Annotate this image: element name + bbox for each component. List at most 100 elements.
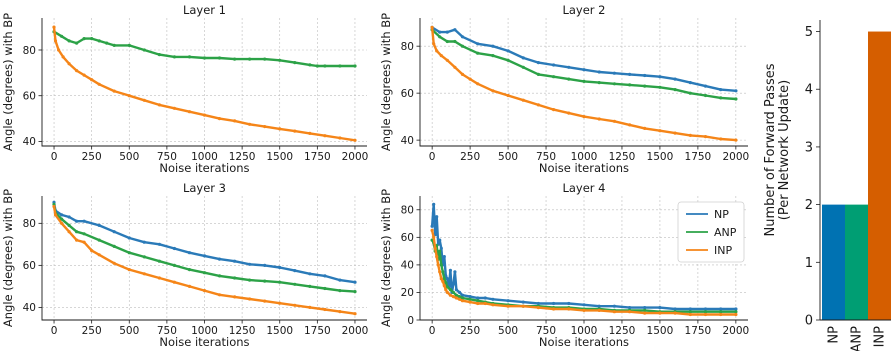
- data-point-np: [567, 301, 571, 306]
- legend-label-anp: ANP: [714, 226, 737, 239]
- data-point-inp: [612, 119, 617, 123]
- data-point-inp: [442, 284, 446, 288]
- data-point-inp: [187, 284, 192, 288]
- data-point-anp: [60, 217, 64, 221]
- data-point-anp: [97, 238, 101, 242]
- data-point-anp: [82, 37, 86, 41]
- data-point-anp: [82, 232, 86, 236]
- data-point-anp: [444, 281, 448, 285]
- data-point-inp: [483, 301, 487, 306]
- x-tick-label: 500: [498, 151, 518, 163]
- data-point-inp: [172, 106, 176, 110]
- panel-title: Layer 1: [183, 3, 226, 17]
- data-point-anp: [353, 64, 357, 68]
- data-point-anp: [442, 277, 446, 281]
- data-point-np: [460, 293, 465, 297]
- data-point-inp: [597, 117, 601, 121]
- data-point-inp: [457, 297, 462, 301]
- legend-label-inp: INP: [714, 244, 732, 257]
- panel-title: Layer 3: [183, 181, 226, 195]
- data-point-inp: [468, 300, 472, 304]
- data-point-anp: [454, 293, 458, 297]
- data-point-anp: [643, 308, 647, 312]
- data-point-anp: [278, 58, 282, 62]
- x-tick-label: 1000: [191, 325, 218, 337]
- data-point-np: [612, 71, 617, 75]
- x-tick-label: 750: [536, 151, 556, 163]
- data-point-inp: [157, 276, 161, 280]
- data-point-anp: [105, 41, 109, 45]
- data-point-inp: [90, 78, 94, 82]
- data-point-anp: [451, 290, 455, 294]
- y-tick-label: 40: [401, 260, 414, 272]
- data-point-np: [552, 63, 556, 67]
- data-point-inp: [82, 73, 86, 77]
- x-tick-label: 0: [429, 325, 436, 337]
- data-point-anp: [293, 282, 297, 286]
- data-point-anp: [448, 288, 452, 292]
- panel-forward-passes: NP ANP INP 0 1 2 3 4 5 Number of Forward Passes(P…: [763, 20, 891, 351]
- data-point-inp: [263, 125, 267, 129]
- data-point-np: [673, 307, 677, 311]
- data-point-np: [703, 84, 708, 88]
- data-point-inp: [453, 65, 457, 69]
- data-point-np: [567, 65, 571, 69]
- data-point-inp: [658, 311, 662, 315]
- bar-np: [822, 204, 845, 320]
- y-tick-label: 40: [23, 302, 36, 314]
- data-point-inp: [506, 93, 510, 98]
- data-point-anp: [438, 35, 442, 39]
- data-point-inp: [719, 137, 723, 141]
- y-tick-label: 60: [23, 260, 36, 272]
- data-point-anp: [157, 259, 161, 263]
- x-tick-label: 250: [82, 151, 102, 163]
- data-point-inp: [53, 213, 58, 217]
- data-point-inp: [719, 312, 723, 317]
- x-tick-label: 500: [119, 325, 139, 337]
- data-point-np: [248, 262, 252, 266]
- data-point-inp: [673, 311, 677, 315]
- data-point-inp: [460, 72, 465, 76]
- data-point-anp: [233, 276, 237, 280]
- data-point-anp: [233, 57, 237, 61]
- y-tick-label: 4: [805, 83, 813, 98]
- data-point-inp: [75, 238, 79, 242]
- data-point-anp: [476, 51, 480, 55]
- data-point-np: [491, 297, 495, 301]
- x-tick-label: 500: [498, 325, 518, 337]
- axes: [419, 18, 748, 147]
- series-line-anp: [53, 30, 355, 68]
- data-point-inp: [217, 117, 222, 121]
- legend-box: [677, 201, 745, 263]
- x-tick-label: 500: [119, 151, 139, 163]
- data-point-anp: [468, 297, 472, 301]
- data-point-np: [353, 280, 357, 284]
- data-point-inp: [112, 261, 116, 265]
- data-point-inp: [57, 48, 61, 52]
- data-point-inp: [460, 299, 465, 303]
- legend-label-np: NP: [714, 208, 729, 221]
- data-point-anp: [719, 310, 723, 314]
- data-point-np: [323, 274, 327, 278]
- data-point-inp: [61, 55, 65, 59]
- x-tick-label: 1500: [266, 151, 293, 163]
- data-point-np: [468, 295, 472, 299]
- x-tick-label: 0: [429, 151, 436, 163]
- data-point-anp: [536, 72, 541, 76]
- data-point-np: [438, 238, 442, 242]
- x-tick-label: 1750: [304, 325, 331, 337]
- data-point-inp: [202, 113, 207, 117]
- data-point-anp: [248, 278, 252, 282]
- data-point-np: [432, 202, 436, 206]
- data-point-np: [97, 223, 101, 227]
- data-point-inp: [703, 135, 708, 139]
- data-point-anp: [315, 64, 319, 68]
- data-point-anp: [439, 263, 443, 267]
- data-point-np: [734, 307, 738, 311]
- y-tick-label: 0: [805, 314, 813, 329]
- data-point-np: [430, 224, 434, 228]
- data-point-np: [439, 246, 443, 250]
- data-point-inp: [435, 49, 439, 53]
- data-point-np: [202, 254, 207, 258]
- data-point-np: [491, 44, 495, 48]
